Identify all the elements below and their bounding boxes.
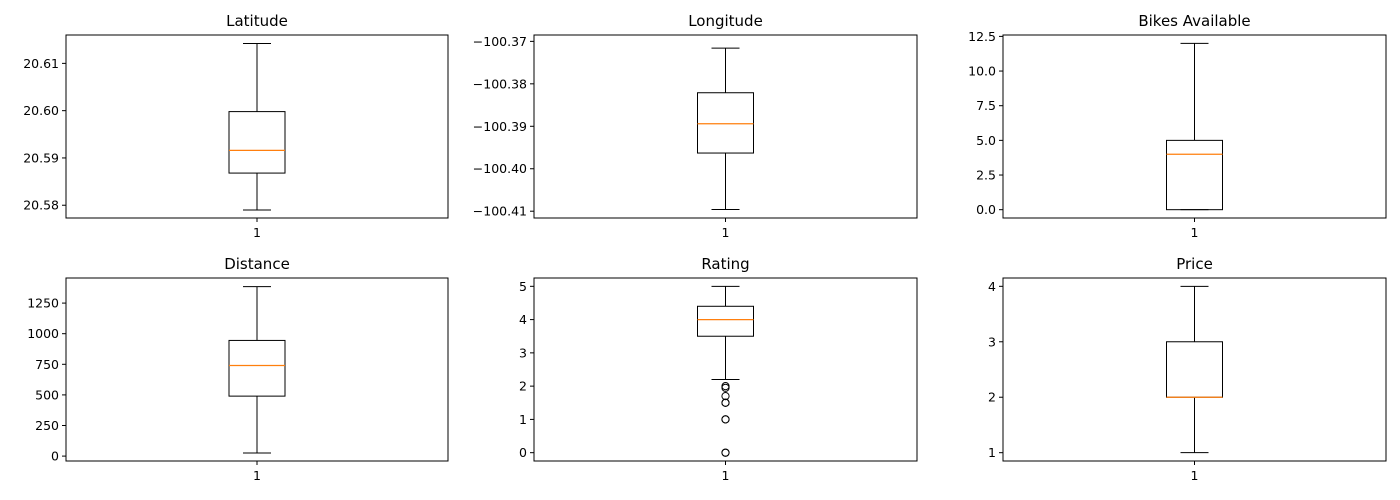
y-tick-label: 1000 [27, 326, 59, 341]
y-tick-label: 7.5 [976, 98, 996, 113]
y-tick-label: 2 [519, 379, 527, 394]
outlier-point [721, 448, 730, 457]
subplot-4: Distance 0 250 500 750 1000 1250 1 [27, 255, 449, 483]
y-tick-label: 20.58 [23, 198, 59, 213]
axes-frame [533, 34, 918, 219]
subplot-2: Longitude −100.41 −100.40 −100.39 −100.38 −10… [473, 12, 918, 240]
subplot-title: Rating [701, 255, 749, 273]
y-tick-label: 4 [519, 312, 527, 327]
y-tick-label: 1 [519, 412, 527, 427]
x-tick-label: 1 [722, 225, 730, 240]
y-tick-label: 0 [519, 445, 527, 460]
y-tick-label: 0.0 [976, 202, 996, 217]
y-tick-label: 20.60 [23, 103, 59, 118]
subplot-title: Price [1176, 255, 1213, 273]
iqr-box [228, 111, 286, 174]
y-tick-label: 500 [35, 387, 59, 402]
subplot-title: Bikes Available [1138, 12, 1250, 30]
y-tick-label: 0 [51, 449, 59, 464]
x-tick-label: 1 [253, 468, 261, 483]
y-tick-label: 3 [519, 345, 527, 360]
y-tick-label: 1 [988, 445, 996, 460]
y-tick-label: 20.61 [23, 56, 59, 71]
y-tick-label: 1250 [27, 296, 59, 311]
x-tick-label: 1 [1191, 225, 1199, 240]
y-tick-label: 5.0 [976, 133, 996, 148]
subplot-1: Latitude 20.58 20.59 20.60 20.61 1 [23, 12, 449, 240]
iqr-box [228, 339, 286, 397]
y-tick-label: 250 [35, 418, 59, 433]
y-tick-label: 750 [35, 357, 59, 372]
y-tick-label: 10.0 [968, 64, 996, 79]
y-tick-label: 3 [988, 334, 996, 349]
y-tick-label: 2 [988, 390, 996, 405]
outlier-point [721, 382, 730, 391]
subplot-3: Bikes Available 0.0 2.5 5.0 7.5 10.0 12.5 1 [968, 12, 1387, 240]
outlier-point [721, 398, 730, 407]
y-tick-label: 12.5 [968, 29, 996, 44]
subplot-title: Distance [224, 255, 290, 273]
subplot-5: Rating 0 1 2 3 4 5 1 [519, 255, 918, 483]
x-tick-label: 1 [722, 468, 730, 483]
iqr-box [1166, 341, 1223, 398]
subplot-title: Longitude [688, 12, 763, 30]
y-tick-label: −100.39 [473, 119, 527, 134]
iqr-box [1166, 139, 1223, 211]
x-tick-label: 1 [1191, 468, 1199, 483]
y-tick-label: −100.38 [473, 76, 527, 91]
iqr-box [697, 92, 754, 154]
y-tick-label: 2.5 [976, 168, 996, 183]
axes-frame [65, 277, 449, 462]
y-tick-label: −100.41 [473, 204, 527, 219]
subplot-6: Price 1 2 3 4 1 [988, 255, 1387, 483]
x-tick-label: 1 [253, 225, 261, 240]
y-tick-label: −100.40 [473, 161, 527, 176]
axes-frame [65, 34, 449, 219]
outlier-point [721, 392, 730, 401]
outlier-point [721, 383, 730, 392]
subplot-title: Latitude [226, 12, 288, 30]
y-tick-label: −100.37 [473, 34, 527, 49]
axes-frame [1002, 34, 1387, 219]
y-tick-label: 4 [988, 279, 996, 294]
axes-frame [533, 277, 918, 462]
axes-frame [1002, 277, 1387, 462]
y-tick-label: 5 [519, 279, 527, 294]
outlier-point [721, 415, 730, 424]
y-tick-label: 20.59 [23, 150, 59, 165]
iqr-box [697, 305, 754, 337]
